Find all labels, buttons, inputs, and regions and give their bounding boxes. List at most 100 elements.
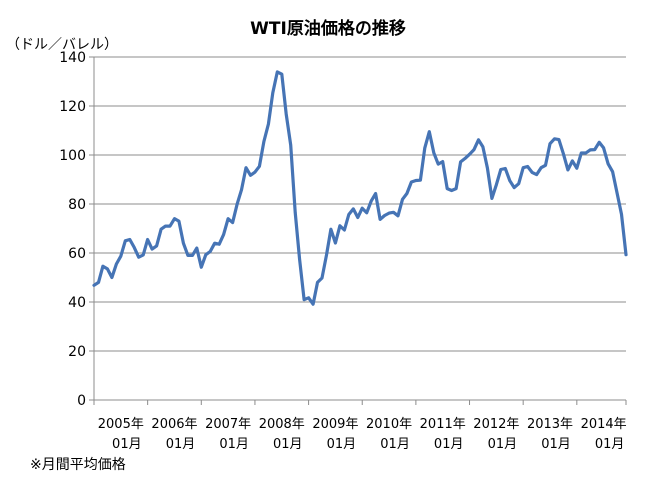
y-tick-label: 80	[68, 197, 86, 213]
data-point	[231, 221, 234, 224]
data-point	[566, 168, 570, 172]
data-point	[356, 216, 359, 219]
data-point	[374, 192, 377, 195]
data-point	[562, 152, 565, 155]
data-point	[316, 281, 319, 284]
data-point	[401, 198, 404, 201]
data-point	[293, 211, 297, 214]
x-tick-year: 2011年	[420, 417, 466, 432]
y-tick-label: 120	[59, 99, 86, 115]
data-point	[530, 171, 534, 174]
y-axis-label: （ドル／バレル）	[6, 37, 118, 53]
data-point	[387, 211, 391, 215]
data-point	[249, 174, 252, 177]
x-tick-month: 01月	[434, 437, 464, 452]
data-point	[191, 254, 194, 257]
data-point	[615, 192, 619, 195]
data-point	[463, 157, 467, 160]
data-point	[450, 189, 453, 192]
data-point	[329, 228, 333, 231]
data-point	[280, 72, 283, 76]
data-point	[177, 219, 181, 223]
data-point	[580, 151, 583, 155]
y-tick-label: 20	[68, 344, 86, 360]
data-point	[195, 246, 199, 250]
data-point	[347, 213, 351, 216]
data-point	[535, 173, 538, 176]
data-point	[365, 211, 368, 215]
data-point	[611, 170, 614, 173]
data-point	[150, 247, 154, 251]
series-group	[92, 70, 628, 306]
data-point	[289, 143, 292, 147]
data-point	[334, 241, 337, 245]
data-point	[468, 153, 471, 156]
data-point	[423, 146, 427, 150]
x-tick-year: 2012年	[473, 417, 519, 432]
data-point	[553, 137, 556, 141]
x-tick-month: 01月	[595, 437, 625, 452]
data-point	[137, 255, 140, 259]
x-tick-year: 2006年	[151, 417, 197, 432]
data-point	[97, 281, 100, 284]
data-point	[101, 265, 105, 268]
data-point	[575, 167, 579, 170]
data-point	[128, 238, 131, 241]
data-point	[146, 238, 149, 241]
data-point	[352, 207, 355, 211]
data-point	[517, 182, 520, 185]
data-point	[115, 262, 118, 266]
data-point	[226, 217, 230, 220]
data-point	[244, 166, 248, 169]
data-point	[311, 303, 315, 306]
data-point	[164, 224, 167, 228]
data-point	[302, 298, 306, 301]
data-point	[338, 224, 342, 228]
data-point	[504, 167, 507, 170]
data-point	[441, 160, 444, 163]
y-tick-label: 140	[59, 50, 86, 66]
data-point	[217, 242, 221, 246]
data-point	[173, 217, 176, 220]
y-tick-label: 100	[59, 148, 86, 164]
data-point	[414, 179, 418, 182]
x-tick-month: 01月	[541, 437, 571, 452]
chart-footnote: ※月間平均価格	[30, 457, 126, 473]
data-point	[472, 148, 476, 151]
y-axis-ticks: 0 20 40 60 80 100 120 140	[59, 50, 94, 409]
data-point	[548, 142, 552, 145]
x-tick-year: 2007年	[205, 417, 251, 432]
data-point	[571, 159, 574, 163]
data-point	[526, 165, 529, 168]
data-point	[92, 284, 96, 287]
data-point	[521, 166, 525, 169]
data-point	[141, 253, 145, 257]
x-tick-year: 2005年	[98, 417, 144, 432]
data-point	[271, 91, 275, 94]
data-point	[235, 203, 239, 206]
data-point	[606, 162, 610, 166]
data-point	[620, 213, 623, 216]
data-point	[258, 165, 261, 168]
data-point	[495, 183, 498, 186]
data-point	[361, 206, 364, 210]
data-point	[486, 166, 489, 170]
data-point	[513, 186, 516, 189]
data-point	[267, 122, 270, 126]
x-tick-year: 2008年	[259, 417, 305, 432]
data-point	[298, 258, 301, 261]
data-point	[186, 254, 190, 257]
data-point	[253, 170, 257, 174]
chart-title: WTI原油価格の推移	[250, 19, 406, 39]
data-point	[200, 266, 203, 269]
data-point	[428, 130, 431, 133]
data-point	[307, 296, 310, 300]
x-tick-year: 2014年	[581, 417, 627, 432]
data-point	[432, 151, 435, 154]
data-point	[597, 141, 601, 144]
data-point	[369, 199, 373, 203]
data-point	[405, 192, 409, 195]
data-point	[602, 146, 605, 150]
data-point	[124, 239, 127, 242]
data-point	[508, 179, 511, 182]
